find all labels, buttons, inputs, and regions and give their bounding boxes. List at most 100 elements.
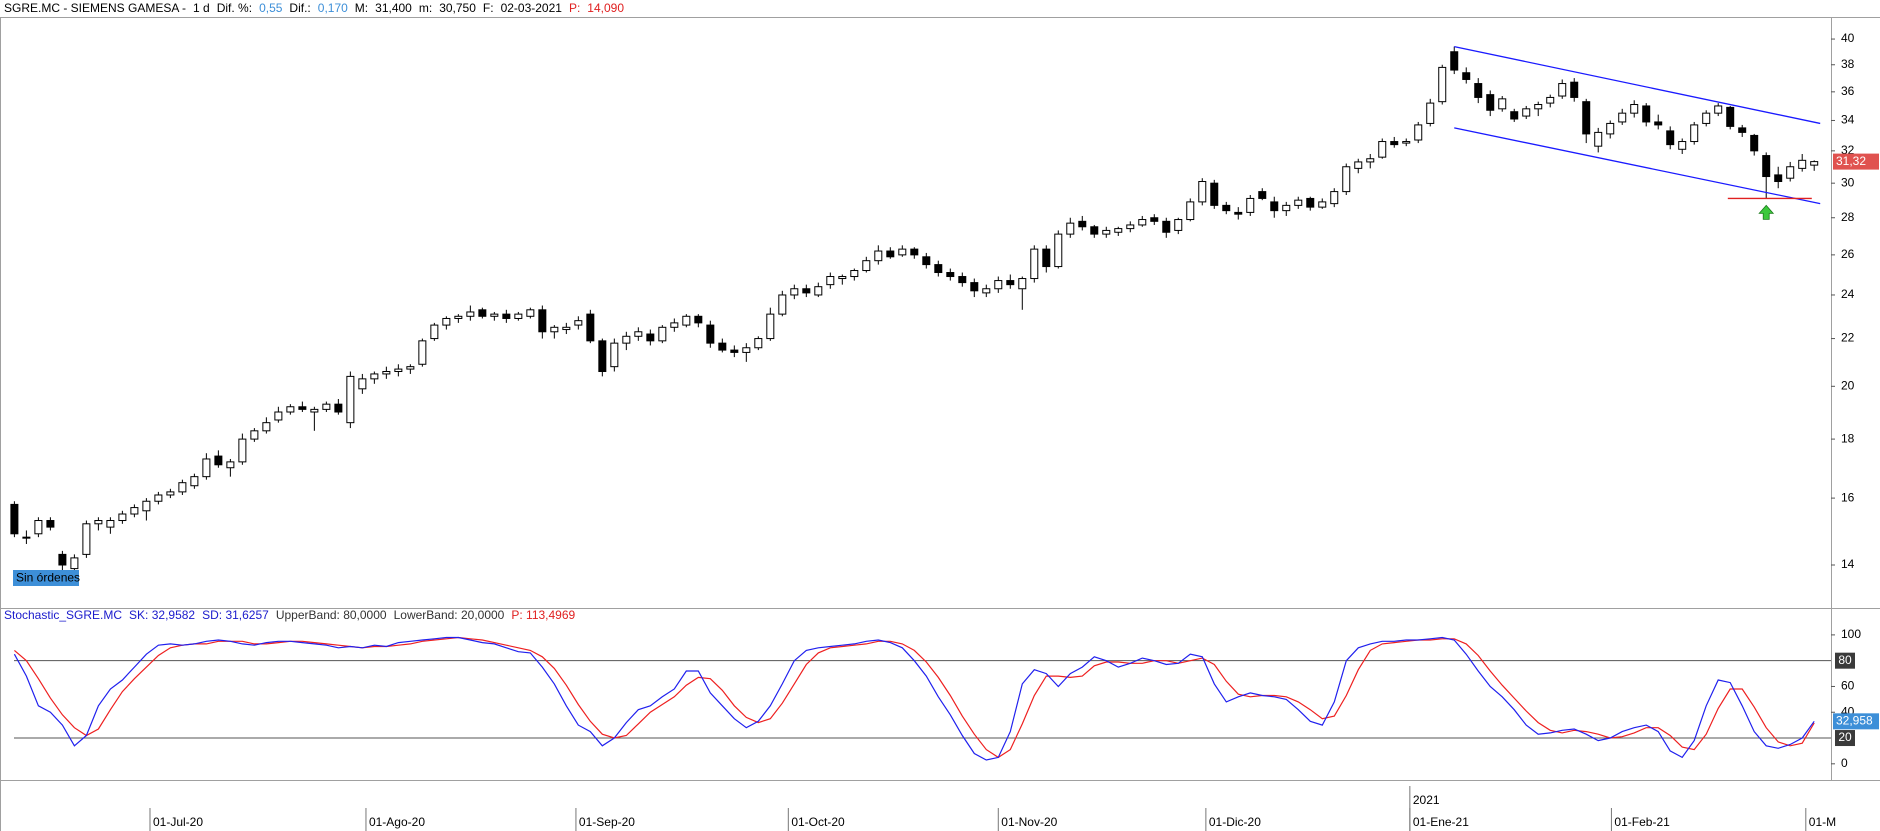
title-segment: 0,170 [318, 1, 348, 15]
candle-body [358, 378, 367, 390]
y-tick-label: 20 [1841, 378, 1855, 392]
candle-body [850, 270, 859, 278]
candle-body [1150, 217, 1159, 222]
candle-body [442, 317, 451, 326]
candle-body [1642, 105, 1651, 123]
title-segment: 14,090 [587, 1, 624, 15]
candle-body [1342, 166, 1351, 193]
candle-body [310, 408, 319, 413]
candle-body [922, 256, 931, 266]
candle-body [58, 553, 67, 566]
candle-body [970, 282, 979, 292]
candle-body [1726, 106, 1735, 127]
stochastic-line [14, 636, 1815, 759]
y-tick-label: 36 [1841, 84, 1855, 98]
trendline [1454, 45, 1821, 125]
candle-body [862, 260, 871, 272]
candle-body [1390, 141, 1399, 146]
candle-body [1594, 131, 1603, 147]
candle-body [214, 455, 223, 466]
title-segment: F: [483, 1, 494, 15]
candle-body [1354, 161, 1363, 169]
x-tick-label: 01-Dic-20 [1209, 815, 1261, 829]
y-tick-label: 24 [1841, 287, 1855, 301]
candle-body [1318, 201, 1327, 208]
candle-body [1462, 72, 1471, 80]
candle-body [1414, 124, 1423, 141]
candle-body [1246, 197, 1255, 213]
candle-body [718, 342, 727, 351]
y-tick-label: 26 [1841, 247, 1855, 261]
candle-body [1006, 280, 1015, 286]
y-tick-label: 34 [1841, 113, 1855, 127]
candle-body [1222, 204, 1231, 212]
y-tick-label: 30 [1841, 175, 1855, 189]
candle-body [1630, 104, 1639, 114]
candle-body [1018, 278, 1027, 290]
candle-body [406, 366, 415, 370]
candle-body [766, 313, 775, 340]
candle-body [82, 523, 91, 555]
candle-body [94, 520, 103, 525]
candle-body [334, 403, 343, 413]
stochastic-line [13, 636, 1815, 761]
y-tick-label: 18 [1841, 431, 1855, 445]
candle-body [910, 248, 919, 256]
y-tick-label: 22 [1841, 331, 1855, 345]
candle-body [682, 315, 691, 326]
candle-body [262, 422, 271, 432]
candle-body [154, 494, 163, 502]
candle-body [178, 482, 187, 493]
candle-body [658, 326, 667, 342]
candle-body [1042, 248, 1051, 268]
candle-body [1654, 121, 1663, 126]
title-segment: 30,750 [439, 1, 476, 15]
candle-body [418, 340, 427, 365]
band-label: 80 [1838, 653, 1852, 667]
candle-body [1690, 124, 1699, 143]
candle-body [466, 311, 475, 317]
candle-body [1270, 201, 1279, 212]
x-tick-label: 01-M [1809, 815, 1836, 829]
y-tick-label: 0 [1841, 756, 1848, 770]
trendline [1454, 127, 1821, 205]
y-tick-label: 32 [1841, 143, 1855, 157]
year-tick-label: 2021 [1413, 793, 1440, 807]
band-box [1835, 652, 1855, 669]
candle-body [322, 403, 331, 410]
candle-body [1126, 224, 1135, 230]
value-axis-marker [1833, 713, 1879, 730]
candle-body [526, 309, 535, 317]
candle-body [370, 373, 379, 380]
candle-body [1102, 229, 1111, 235]
candle-body [598, 340, 607, 373]
candle-body [1546, 96, 1555, 104]
band-box [1835, 730, 1855, 747]
candle-body [430, 324, 439, 340]
buy-arrow [1758, 204, 1775, 220]
candle-body [394, 368, 403, 373]
candle-body [1030, 248, 1039, 280]
candle-body [1066, 222, 1075, 235]
title-segment: Stochastic_SGRE.MC [4, 608, 122, 622]
title-segment: SGRE.MC - SIEMENS GAMESA - [4, 1, 186, 15]
candle-body [202, 458, 211, 478]
candle-body [118, 513, 127, 522]
x-tick-label: 01-Ene-21 [1413, 815, 1469, 829]
candle-body [886, 250, 895, 258]
candle-body [1798, 159, 1807, 169]
candle-body [754, 338, 763, 349]
candle-body [574, 320, 583, 326]
value-axis-marker [1833, 153, 1879, 170]
candle-body [1426, 102, 1435, 124]
candle-body [190, 476, 199, 487]
candle-body [610, 342, 619, 368]
candle-body [1054, 233, 1063, 268]
candle-body [1570, 81, 1579, 98]
candle-body [514, 313, 523, 319]
candle-body [1378, 141, 1387, 158]
value-axis-marker-label: 31,32 [1836, 154, 1866, 168]
title-segment: m: [419, 1, 432, 15]
x-tick-label: 01-Oct-20 [791, 815, 845, 829]
candle-body [1294, 199, 1303, 206]
